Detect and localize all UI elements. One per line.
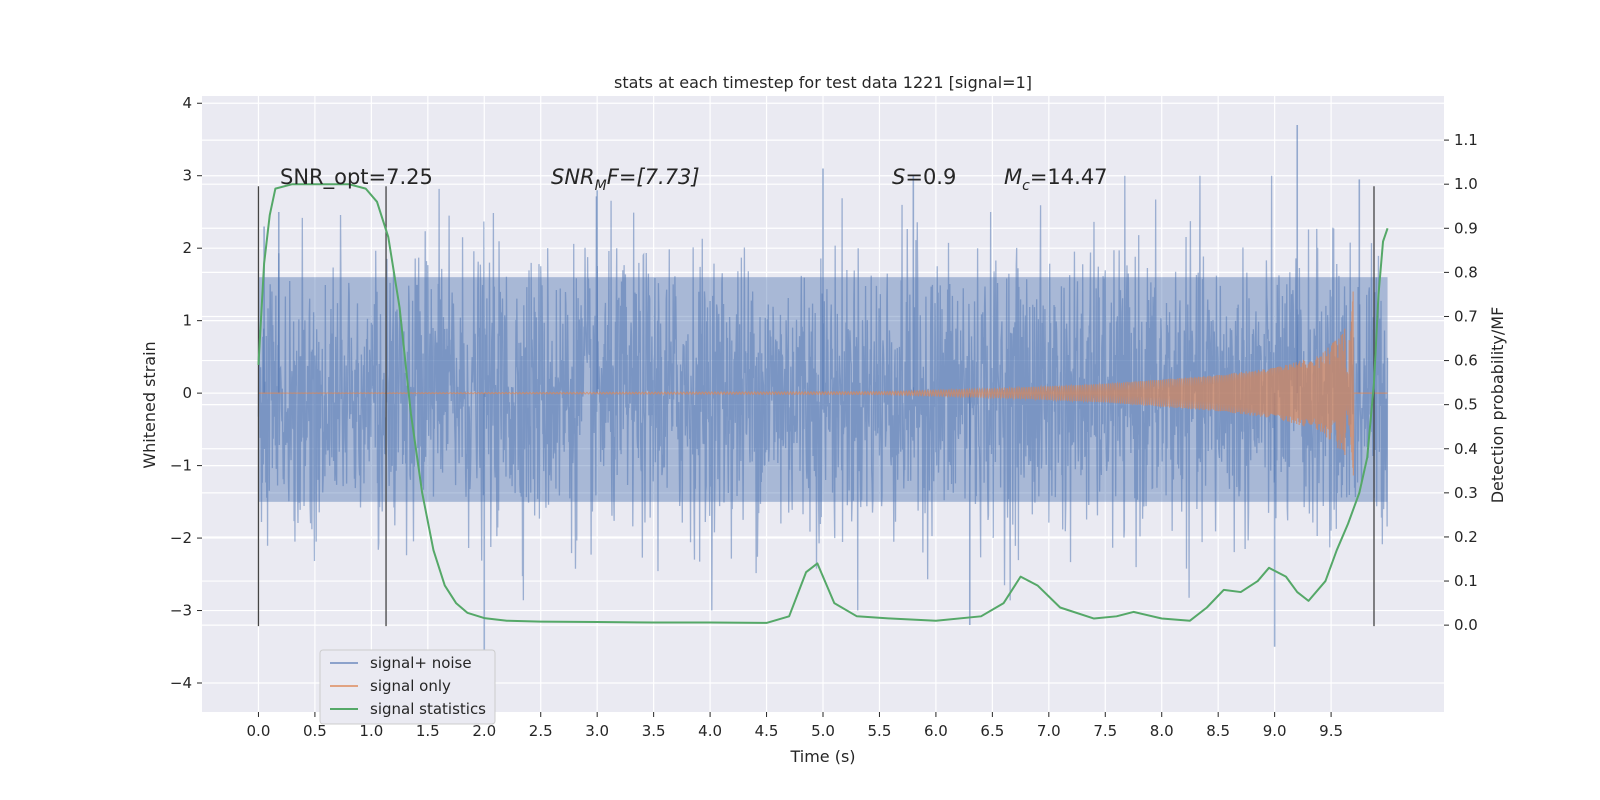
- y-tick-label-left: −3: [170, 602, 192, 620]
- signal-noise-line: [257, 175, 1389, 611]
- x-tick-label: 3.0: [585, 722, 609, 740]
- x-tick-label: 4.5: [755, 722, 779, 740]
- x-tick-label: 0.5: [303, 722, 327, 740]
- y-tick-label-right: 0.7: [1454, 307, 1478, 325]
- x-tick-label: 8.0: [1150, 722, 1174, 740]
- signal-only-line: [258, 291, 1388, 476]
- y-tick-label-left: −2: [170, 529, 192, 547]
- y-tick-label-right: 0.4: [1454, 440, 1478, 458]
- annotation-snr-mf: SNRMF=[7.73]: [551, 165, 700, 194]
- y-tick-label-left: 2: [182, 239, 192, 257]
- tick-labels: 0.0 0.5 1.0 1.5 2.0 2.5 3.0 3.5 4.0 4.5 5.0 5.5 6.0 6…: [170, 94, 1478, 740]
- legend: signal+ noise signal only signal statist…: [319, 649, 496, 725]
- y-tick-label-right: 0.8: [1454, 263, 1478, 281]
- y-tick-label-right: 1.0: [1454, 175, 1478, 193]
- legend-label-signal-statistics: signal statistics: [370, 700, 486, 718]
- x-tick-label: 9.5: [1319, 722, 1343, 740]
- annotation-mc-rest: =14.47: [1030, 165, 1108, 189]
- annotation-mc-sub: c: [1022, 178, 1030, 194]
- y-tick-label-right: 0.1: [1454, 572, 1478, 590]
- x-tick-label: 6.5: [980, 722, 1004, 740]
- x-tick-label: 2.5: [529, 722, 553, 740]
- vertical-markers: [257, 186, 1375, 627]
- y-tick-label-left: 4: [182, 94, 192, 112]
- chart-title: stats at each timestep for test data 122…: [614, 73, 1032, 92]
- x-tick-label: 5.5: [868, 722, 892, 740]
- legend-box: [319, 649, 496, 725]
- annotation-s: S=0.9: [892, 165, 956, 189]
- x-tick-label: 9.0: [1263, 722, 1287, 740]
- x-axis-label: Time (s): [789, 747, 855, 766]
- y-tick-label-left: −1: [170, 457, 192, 475]
- y-tick-label-left: 0: [182, 384, 192, 402]
- y-tick-label-left: −4: [170, 674, 192, 692]
- x-tick-label: 7.0: [1037, 722, 1061, 740]
- x-tick-label: 1.0: [359, 722, 383, 740]
- y-tick-label-right: 0.6: [1454, 352, 1478, 370]
- y-tick-label-right: 1.1: [1454, 131, 1478, 149]
- y-tick-label-right: 0.3: [1454, 484, 1478, 502]
- x-tick-label: 7.5: [1093, 722, 1117, 740]
- x-tick-label: 5.0: [811, 722, 835, 740]
- y-tick-label-right: 0.5: [1454, 396, 1478, 414]
- y-tick-label-left: 1: [182, 312, 192, 330]
- x-tick-label: 0.0: [247, 722, 271, 740]
- annotation-s-main: S: [892, 165, 905, 189]
- signal-only-series: [258, 291, 1388, 476]
- x-tick-label: 8.5: [1206, 722, 1230, 740]
- legend-label-signal-only: signal only: [370, 677, 451, 695]
- y-axis-label-right: Detection probability/MF: [1488, 307, 1507, 504]
- x-tick-label: 3.5: [642, 722, 666, 740]
- signal-statistics-series: [257, 183, 1389, 624]
- y-axis-label-left: Whitened strain: [140, 341, 159, 468]
- x-tick-label: 1.5: [416, 722, 440, 740]
- annotation-snr-opt: SNR_opt=7.25: [280, 165, 433, 190]
- annotation-mc: Mc=14.47: [1004, 165, 1108, 194]
- annotation-snr-mf-sub: M: [595, 178, 607, 194]
- x-tick-label: 4.0: [698, 722, 722, 740]
- annotation-mc-main: M: [1004, 165, 1022, 189]
- y-tick-label-left: 3: [182, 167, 192, 185]
- annotation-s-rest: =0.9: [905, 165, 956, 189]
- y-tick-label-right: 0.0: [1454, 616, 1478, 634]
- legend-label-signal-noise: signal+ noise: [370, 654, 472, 672]
- annotation-snr-mf-main: SNR: [551, 165, 595, 189]
- annotation-snr-mf-rest: F=[7.73]: [607, 165, 700, 189]
- y-tick-label-right: 0.9: [1454, 219, 1478, 237]
- y-tick-label-right: 0.2: [1454, 528, 1478, 546]
- x-tick-label: 6.0: [924, 722, 948, 740]
- signal-statistics-line: [257, 183, 1389, 624]
- x-tick-label: 2.0: [472, 722, 496, 740]
